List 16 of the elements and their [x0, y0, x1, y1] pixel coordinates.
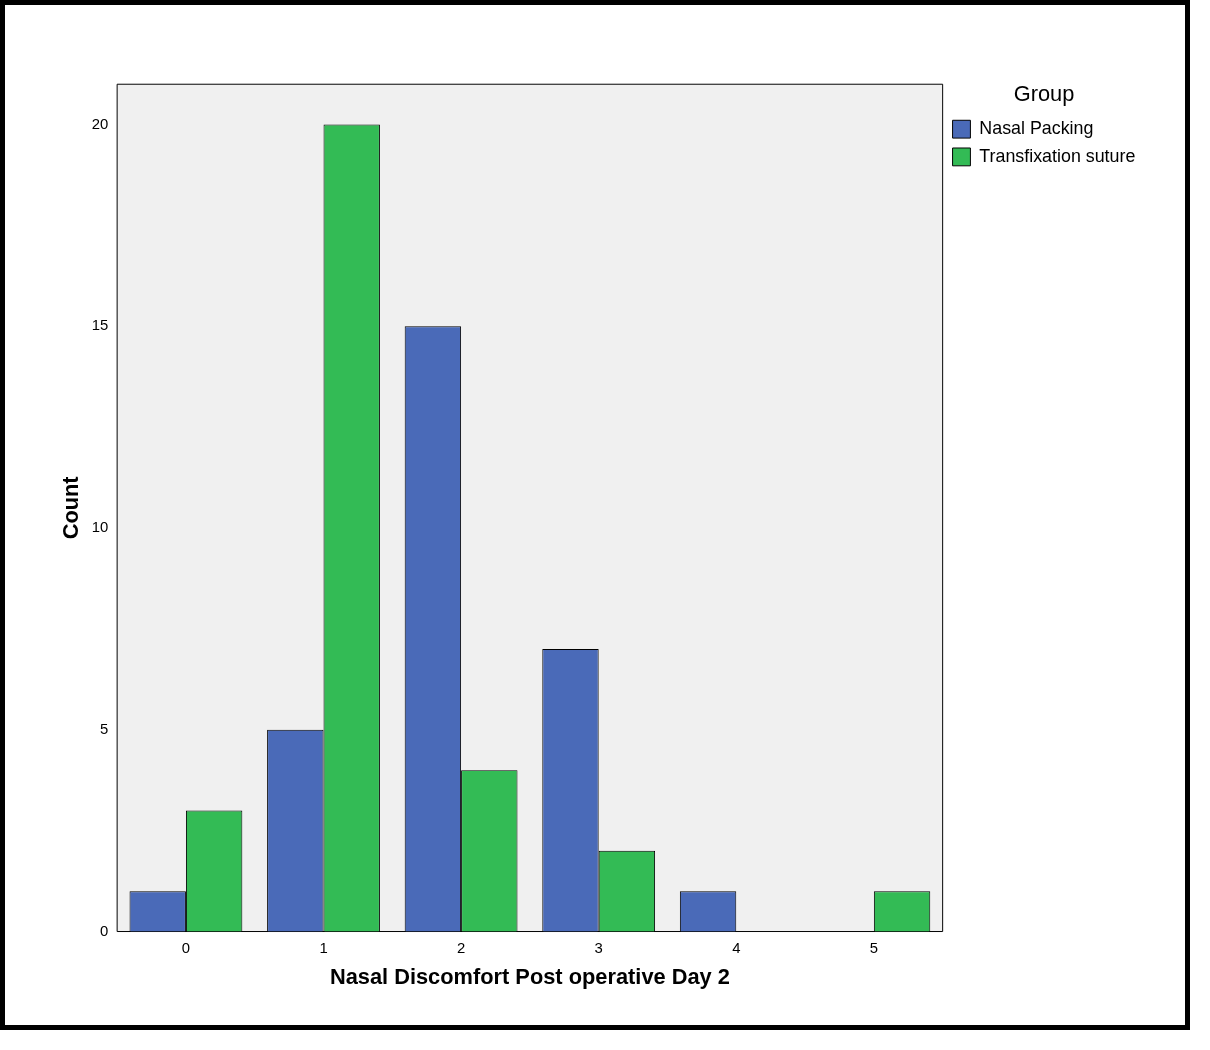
x-tick-label: 2 [456, 940, 466, 957]
y-tick-label: 5 [99, 720, 109, 737]
x-axis-title: Nasal Discomfort Post operative Day 2 [329, 964, 730, 990]
y-tick-label: 0 [99, 922, 109, 939]
legend-label: Nasal Packing [979, 118, 1094, 139]
y-tick-label: 10 [91, 519, 109, 536]
y-axis-title: Count [57, 476, 83, 540]
legend-title: Group [1013, 81, 1075, 107]
y-tick-label: 20 [91, 115, 109, 132]
y-tick-label: 15 [91, 317, 109, 334]
x-tick-label: 4 [732, 940, 741, 957]
x-tick-label: 3 [594, 940, 603, 957]
x-tick-label: 0 [181, 940, 191, 957]
x-tick-label: 1 [319, 940, 328, 957]
x-tick-label: 5 [869, 940, 878, 957]
legend-label: Transfixation suture [979, 145, 1136, 166]
